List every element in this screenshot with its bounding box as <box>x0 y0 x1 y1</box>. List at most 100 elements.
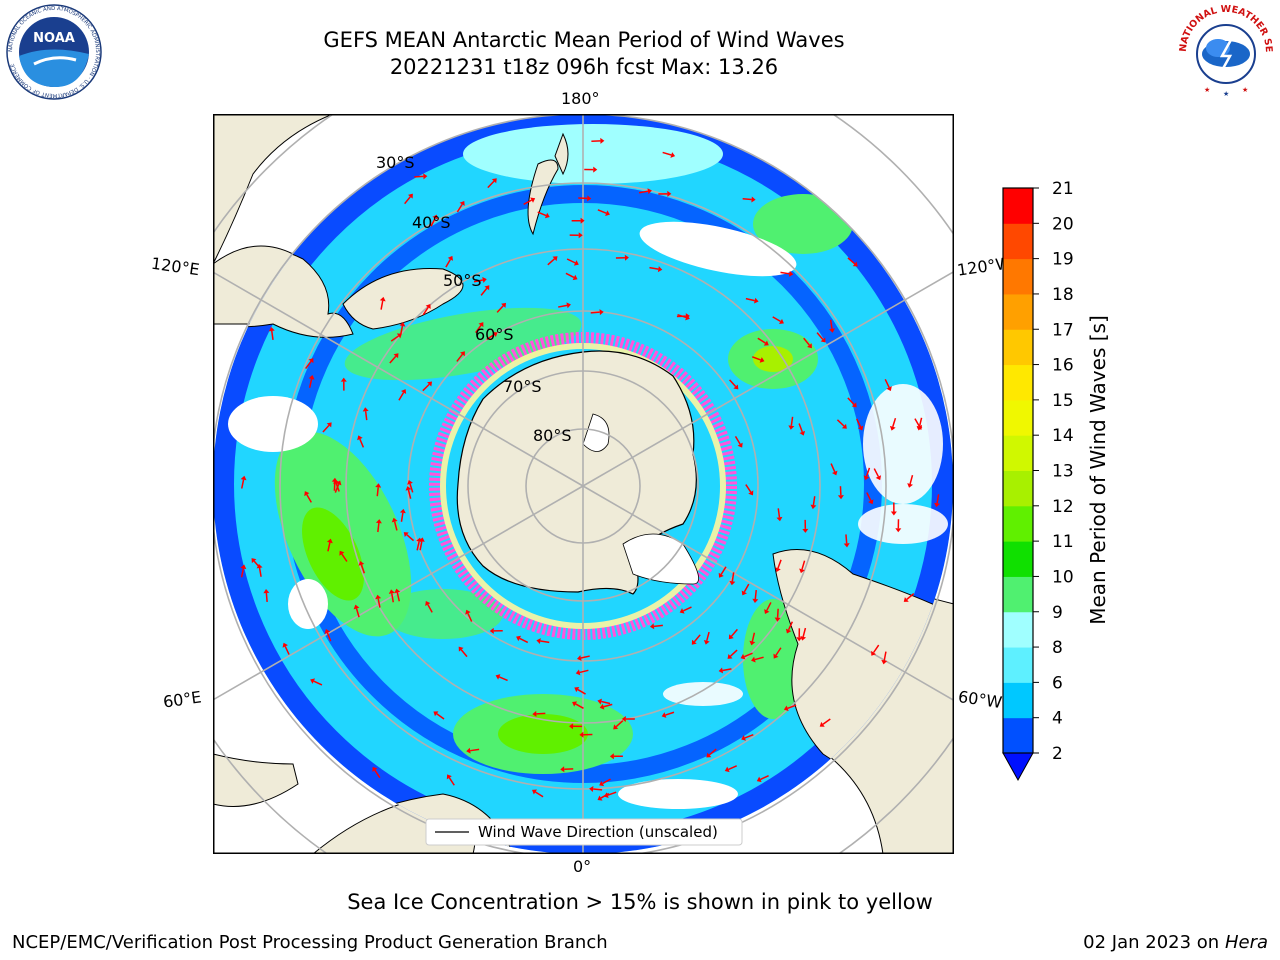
colorbar-tick-label: 4 <box>1052 709 1063 729</box>
plot-title: GEFS MEAN Antarctic Mean Period of Wind … <box>323 28 845 52</box>
colorbar-tick-label: 18 <box>1052 285 1074 305</box>
wind-wave-arrows <box>240 137 941 801</box>
wind-wave-arrow <box>751 356 765 363</box>
wind-wave-arrow <box>326 538 333 552</box>
wind-wave-arrow <box>579 731 593 738</box>
wind-wave-arrow <box>798 423 806 436</box>
colorbar-swatch <box>1003 364 1033 401</box>
wind-wave-arrow <box>574 686 586 695</box>
wind-wave-arrow <box>465 609 473 622</box>
wind-wave-arrow <box>829 319 835 333</box>
wind-wave-arrow <box>802 519 809 533</box>
wind-wave-arrow <box>532 710 546 717</box>
wind-wave-arrow <box>566 258 579 266</box>
wind-wave-arrow <box>240 475 247 489</box>
lon-label-60e: 60°E <box>161 687 203 712</box>
wind-wave-arrow <box>776 508 783 522</box>
lon-label-0: 0° <box>573 857 592 876</box>
wind-wave-arrow <box>357 435 365 448</box>
wind-wave-arrow <box>752 590 759 604</box>
wind-wave-arrow <box>578 195 592 202</box>
wind-wave-arrow <box>907 475 914 488</box>
wind-wave-arrow <box>796 628 803 642</box>
wind-wave-arrow <box>407 479 414 493</box>
colorbar-tick-label: 6 <box>1052 673 1063 693</box>
wind-wave-arrow <box>532 789 544 798</box>
wind-wave-arrow <box>749 632 756 646</box>
wind-wave-arrow <box>903 593 915 602</box>
wind-wave-arrow <box>621 715 635 722</box>
wind-wave-arrow <box>379 296 386 310</box>
wind-wave-arrow <box>830 463 838 476</box>
wind-wave-arrow <box>589 786 603 792</box>
wind-wave-arrow <box>756 775 769 783</box>
colorbar-tick-label: 10 <box>1052 567 1074 587</box>
footer-machine: Hera <box>1224 932 1268 953</box>
wind-wave-arrow <box>584 166 598 173</box>
wind-wave-arrow <box>362 407 369 421</box>
svg-text:★: ★ <box>1242 86 1248 94</box>
wind-wave-arrow <box>575 669 589 676</box>
wind-wave-arrow <box>615 254 629 261</box>
wind-wave-arrow <box>414 173 428 180</box>
wind-wave-arrow <box>724 765 737 773</box>
colorbar-tick-label: 13 <box>1052 462 1074 482</box>
colorbar-swatch <box>1003 470 1033 507</box>
colorbar-swatch <box>1003 188 1033 224</box>
wind-wave-arrow <box>728 628 738 640</box>
wind-wave-arrow <box>456 200 465 213</box>
wind-wave-arrow <box>658 190 672 197</box>
colorbar-tick-label: 12 <box>1052 497 1074 517</box>
wind-wave-arrow <box>560 766 574 773</box>
svg-text:★: ★ <box>1223 90 1229 98</box>
wind-wave-arrow <box>495 674 508 682</box>
wind-wave-arrow <box>729 572 736 586</box>
colorbar-tick-label: 19 <box>1052 250 1074 270</box>
wind-wave-arrow <box>422 303 431 316</box>
wind-wave-arrow <box>661 711 675 718</box>
wind-wave-arrow <box>597 698 611 705</box>
wind-wave-arrow <box>780 270 794 277</box>
wind-wave-arrow <box>268 326 275 340</box>
wind-wave-arrow <box>256 563 263 577</box>
wind-wave-arrow <box>399 322 406 335</box>
wind-wave-arrow <box>728 379 739 390</box>
wind-wave-arrow <box>843 534 850 548</box>
colorbar-swatch <box>1003 399 1033 436</box>
wind-wave-arrow <box>649 623 663 630</box>
lat-label-40s: 40°S <box>412 213 451 232</box>
colorbar-tick-label: 11 <box>1052 532 1074 552</box>
wind-wave-arrow <box>466 747 480 754</box>
sea-ice-note: Sea Ice Concentration > 15% is shown in … <box>347 890 933 914</box>
colorbar-tick-label: 17 <box>1052 320 1074 340</box>
colorbar-tick-label: 15 <box>1052 391 1074 411</box>
wind-wave-arrow <box>547 256 558 266</box>
wind-wave-arrow <box>558 302 571 309</box>
wind-wave-arrow <box>240 564 247 578</box>
wind-wave-arrow <box>340 377 347 391</box>
wind-wave-arrow <box>425 601 433 613</box>
wind-wave-arrow <box>785 621 794 634</box>
wind-wave-arrow <box>603 791 617 799</box>
wind-wave-arrow <box>263 589 270 603</box>
wind-wave-arrow <box>394 588 401 602</box>
wind-wave-arrow <box>339 550 348 562</box>
wind-wave-arrow <box>523 197 536 206</box>
wind-wave-arrow <box>741 583 750 596</box>
wind-wave-arrow <box>572 701 584 709</box>
wind-wave-arrow <box>305 358 314 369</box>
colorbar-label: Mean Period of Wind Waves [s] <box>1086 315 1110 625</box>
wind-wave-arrow <box>399 508 406 522</box>
wind-wave-arrow <box>375 594 382 608</box>
wind-wave-arrow <box>613 720 624 730</box>
footer-date-text: 02 Jan 2023 on <box>1083 932 1225 953</box>
wind-wave-arrow <box>475 322 484 334</box>
wind-wave-arrow <box>403 532 415 542</box>
lon-label-120e: 120°E <box>149 253 201 280</box>
wind-wave-arrow <box>569 232 583 239</box>
colorbar-tick-label: 20 <box>1052 214 1074 234</box>
colorbar-swatch <box>1003 541 1033 577</box>
colorbar-swatch <box>1003 576 1033 613</box>
wind-wave-arrow <box>788 416 795 430</box>
wind-wave-arrow <box>405 486 412 499</box>
